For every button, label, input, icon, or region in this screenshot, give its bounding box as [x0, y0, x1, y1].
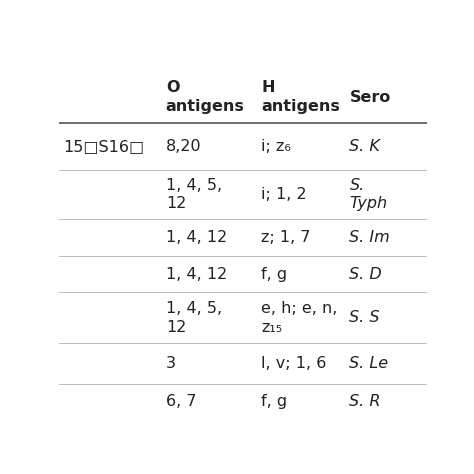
Text: S.
Typh: S. Typh: [349, 178, 388, 211]
Text: f, g: f, g: [261, 394, 287, 409]
Text: 1, 4, 12: 1, 4, 12: [166, 266, 227, 282]
Text: 1, 4, 5,
12: 1, 4, 5, 12: [166, 301, 222, 335]
Text: S. S: S. S: [349, 310, 380, 325]
Text: Sero: Sero: [349, 90, 391, 105]
Text: e, h; e, n,
z₁₅: e, h; e, n, z₁₅: [261, 301, 337, 335]
Text: S. Im: S. Im: [349, 230, 390, 245]
Text: S. D: S. D: [349, 266, 382, 282]
Text: 3: 3: [166, 356, 176, 371]
Text: i; z₆: i; z₆: [261, 139, 291, 154]
Text: 8,20: 8,20: [166, 139, 201, 154]
Text: S. Le: S. Le: [349, 356, 389, 371]
Text: H
antigens: H antigens: [261, 80, 340, 114]
Text: f, g: f, g: [261, 266, 287, 282]
Text: O
antigens: O antigens: [166, 80, 245, 114]
Text: 1, 4, 12: 1, 4, 12: [166, 230, 227, 245]
Text: z; 1, 7: z; 1, 7: [261, 230, 311, 245]
Text: S. R: S. R: [349, 394, 381, 409]
Text: 6, 7: 6, 7: [166, 394, 196, 409]
Text: 15□S16□: 15□S16□: [63, 139, 144, 154]
Text: i; 1, 2: i; 1, 2: [261, 187, 307, 202]
Text: 1, 4, 5,
12: 1, 4, 5, 12: [166, 178, 222, 211]
Text: l, v; 1, 6: l, v; 1, 6: [261, 356, 327, 371]
Text: S. K: S. K: [349, 139, 380, 154]
